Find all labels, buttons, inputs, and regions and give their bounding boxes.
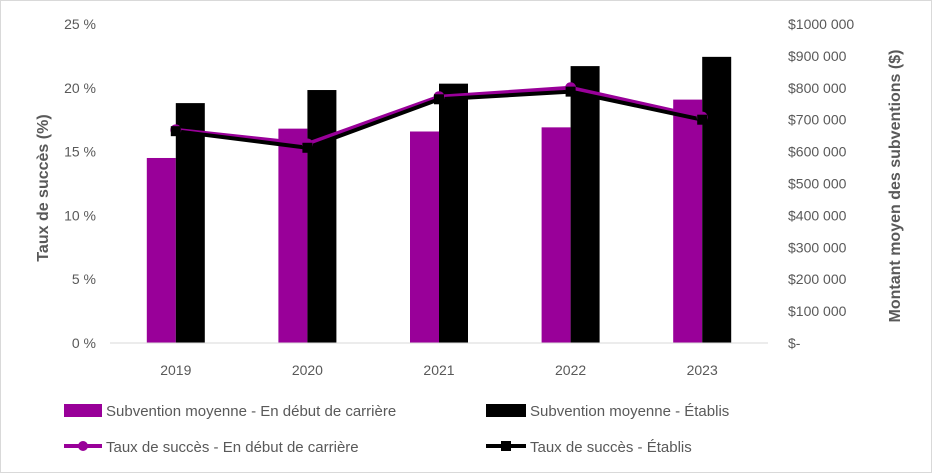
point-established [565,86,576,97]
x-tick-label: 2021 [423,362,454,378]
point-established [170,126,181,137]
point-established [697,114,708,125]
left-tick-label: 10 % [64,207,96,223]
x-tick-label: 2022 [555,362,586,378]
legend-label-line-early: Taux de succès - En début de carrière [106,439,359,456]
x-tick-label: 2020 [292,362,323,378]
legend-swatch-bar-early [64,404,102,417]
left-tick-label: 20 % [64,80,96,96]
right-tick-label: $1000 000 [788,16,854,32]
legend: Subvention moyenne - En début de carrièr… [64,403,729,456]
bar-early-career [673,99,703,343]
left-tick-label: 5 % [72,271,96,287]
bar-early-career [278,128,308,343]
lines-group [170,82,708,153]
right-tick-label: $- [788,335,801,351]
left-tick-label: 0 % [72,335,96,351]
x-tick-label: 2019 [160,362,191,378]
legend-marker-line-early [78,441,88,451]
point-established [302,142,313,153]
right-axis-ticks: $- $100 000 $200 000 $300 000 $400 000 $500 0… [788,16,854,351]
bar-established [439,83,468,343]
bar-established [175,103,205,343]
right-tick-label: $200 000 [788,271,847,287]
point-established [434,94,444,105]
bar-established [570,66,600,343]
legend-label-line-established: Taux de succès - Établis [530,439,692,456]
legend-label-bar-established: Subvention moyenne - Établis [530,403,729,420]
right-tick-label: $500 000 [788,176,847,192]
legend-swatch-bar-established [486,404,526,417]
bar-established [702,56,732,344]
bar-established [307,90,337,344]
left-axis-ticks: 0 % 5 % 10 % 15 % 20 % 25 % [64,16,96,351]
legend-label-bar-early: Subvention moyenne - En début de carrièr… [106,403,396,420]
bar-early-career [410,131,439,343]
legend-marker-line-established [501,441,511,451]
right-tick-label: $900 000 [788,48,847,64]
right-tick-label: $100 000 [788,303,847,319]
x-axis-ticks: 2019 2020 2021 2022 2023 [160,362,718,378]
right-tick-label: $300 000 [788,239,847,255]
right-axis-title: Montant moyen des subventions ($) [887,50,904,323]
right-tick-label: $400 000 [788,207,847,223]
left-tick-label: 15 % [64,144,96,160]
x-tick-label: 2023 [687,362,718,378]
bar-early-career [146,157,176,343]
right-tick-label: $600 000 [788,144,847,160]
left-axis-title: Taux de succès (%) [35,114,52,261]
left-tick-label: 25 % [64,16,96,32]
right-tick-label: $800 000 [788,80,847,96]
right-tick-label: $700 000 [788,112,847,128]
bar-early-career [541,127,571,343]
bars-group [146,56,732,344]
